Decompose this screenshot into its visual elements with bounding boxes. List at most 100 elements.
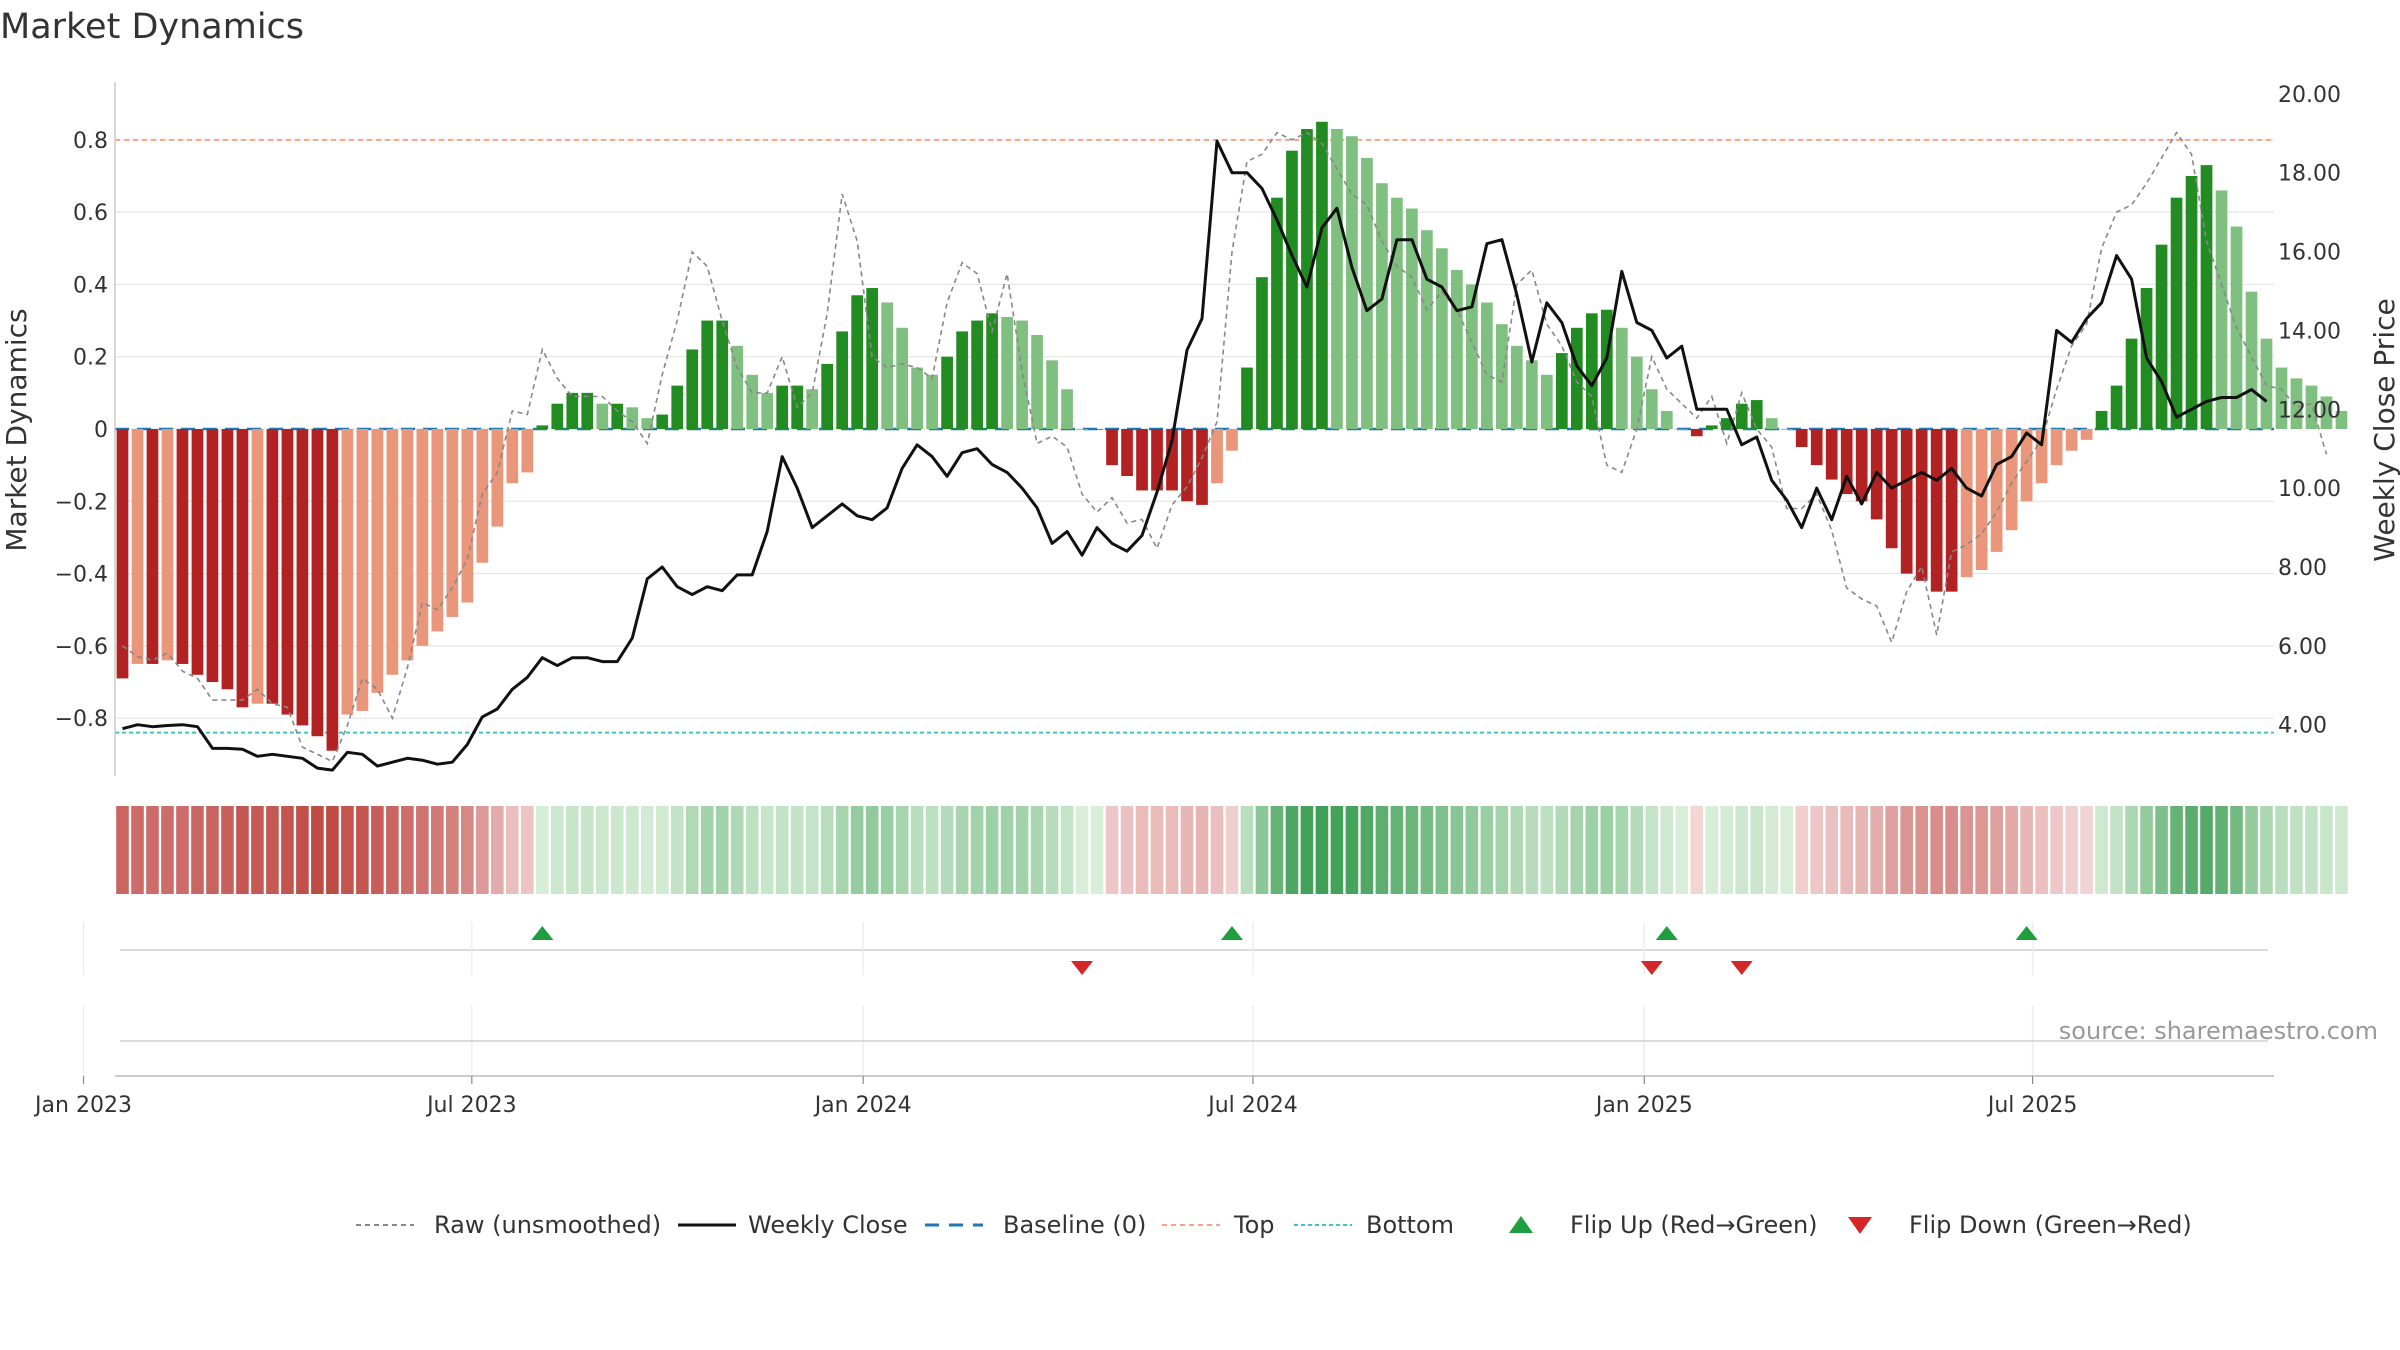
regime-cell <box>1825 806 1839 894</box>
x-tick-label: Jul 2023 <box>425 1093 517 1118</box>
dynamics-bar <box>821 363 834 429</box>
dynamics-bar <box>161 429 174 661</box>
regime-cell <box>1240 806 1254 894</box>
regime-cell <box>1375 806 1389 894</box>
dynamics-bar <box>1196 429 1208 505</box>
regime-cell <box>1270 806 1284 894</box>
y-tick-label: 0.6 <box>73 201 108 226</box>
dynamics-bar <box>881 302 893 429</box>
regime-cell <box>835 806 849 894</box>
dynamics-bar <box>281 429 294 715</box>
dynamics-bar <box>2320 396 2333 429</box>
regime-cell <box>1630 806 1644 894</box>
regime-cell <box>1750 806 1764 894</box>
dynamics-bar <box>2005 429 2018 531</box>
dynamics-bar <box>776 385 789 429</box>
dynamics-bar <box>641 418 654 429</box>
regime-cell <box>1690 806 1704 894</box>
regime-cell <box>2335 806 2348 894</box>
dynamics-bar <box>896 327 908 429</box>
dynamics-bar <box>671 385 684 429</box>
regime-cell <box>1870 806 1883 894</box>
dynamics-bar <box>1855 429 1868 502</box>
dynamics-bar <box>251 429 264 704</box>
regime-cell <box>595 806 609 894</box>
dynamics-bar <box>116 429 129 679</box>
dynamics-bar <box>176 429 189 664</box>
dynamics-bar <box>986 313 998 429</box>
regime-cell <box>775 806 789 894</box>
dynamics-bar <box>2125 338 2138 429</box>
regime-cell <box>1735 806 1749 894</box>
dynamics-bar <box>956 331 968 429</box>
regime-cell <box>2305 806 2318 894</box>
regime-cell <box>1225 806 1239 894</box>
regime-cell <box>2125 806 2138 894</box>
regime-cell <box>2200 806 2213 894</box>
legend-label-top: Top <box>1233 1211 1275 1239</box>
dynamics-bar <box>416 429 429 646</box>
dynamics-bar <box>551 403 564 429</box>
dynamics-bar <box>746 374 759 429</box>
regime-cell <box>1900 806 1913 894</box>
flip-down-marker <box>1071 961 1094 975</box>
regime-cell <box>2050 806 2063 894</box>
regime-cell <box>940 806 954 894</box>
regime-cell <box>1960 806 1973 894</box>
dynamics-bar <box>1675 429 1688 430</box>
legend-label-baseline: Baseline (0) <box>1003 1211 1146 1239</box>
dynamics-bar <box>1331 128 1343 430</box>
regime-cell <box>715 806 729 894</box>
dynamics-bar <box>1166 429 1178 491</box>
flip-down-marker <box>1730 961 1753 975</box>
regime-cell <box>431 806 444 894</box>
regime-cell <box>1195 806 1209 894</box>
regime-cell <box>2260 806 2273 894</box>
regime-cell <box>970 806 984 894</box>
regime-cell <box>880 806 894 894</box>
dynamics-bar <box>566 392 579 429</box>
dynamics-bar <box>1825 429 1838 480</box>
regime-cell <box>1810 806 1824 894</box>
regime-cell <box>1150 806 1164 894</box>
regime-cell <box>491 806 504 894</box>
dynamics-bar <box>191 429 204 675</box>
y-tick-label: 0.8 <box>73 129 108 154</box>
regime-cell <box>580 806 594 894</box>
y2-tick-label: 16.00 <box>2278 241 2341 266</box>
dynamics-bar <box>941 356 953 429</box>
dynamics-bar <box>1705 425 1718 429</box>
regime-cell <box>1060 806 1074 894</box>
regime-cell <box>1990 806 2003 894</box>
regime-cell <box>805 806 819 894</box>
dynamics-bar <box>1810 429 1823 466</box>
y-axis-title: Market Dynamics <box>0 308 33 551</box>
dynamics-bar <box>536 425 549 429</box>
regime-cell <box>536 806 549 894</box>
regime-cell <box>131 806 144 894</box>
dynamics-bar <box>1466 284 1478 429</box>
regime-cell <box>1495 806 1509 894</box>
axes-layer: 0.8 0.6 0.4 0.2 0 −0.2 −0.4 −0.6 −0.8 20.00 18.00 1… <box>55 82 2341 776</box>
regime-cell <box>416 806 429 894</box>
dynamics-bar <box>866 288 878 429</box>
regime-cell <box>865 806 879 894</box>
regime-cell <box>1360 806 1374 894</box>
dynamics-bar <box>1226 429 1238 451</box>
regime-cell <box>1300 806 1314 894</box>
regime-cell <box>401 806 414 894</box>
legend-label-close: Weekly Close <box>748 1211 908 1239</box>
dynamics-bar <box>581 392 594 429</box>
dynamics-bar <box>2245 291 2258 429</box>
dynamics-bar <box>716 320 729 429</box>
dynamics-bar <box>1151 429 1163 491</box>
dynamics-bar <box>1975 429 1988 570</box>
regime-cell <box>1975 806 1988 894</box>
dynamics-bar <box>2050 429 2063 466</box>
dynamics-bar <box>1391 197 1403 429</box>
regime-cell <box>266 806 279 894</box>
dynamics-bar <box>1720 418 1733 429</box>
dynamics-bar <box>1061 389 1073 429</box>
regime-cell <box>206 806 219 894</box>
regime-cell <box>700 806 714 894</box>
